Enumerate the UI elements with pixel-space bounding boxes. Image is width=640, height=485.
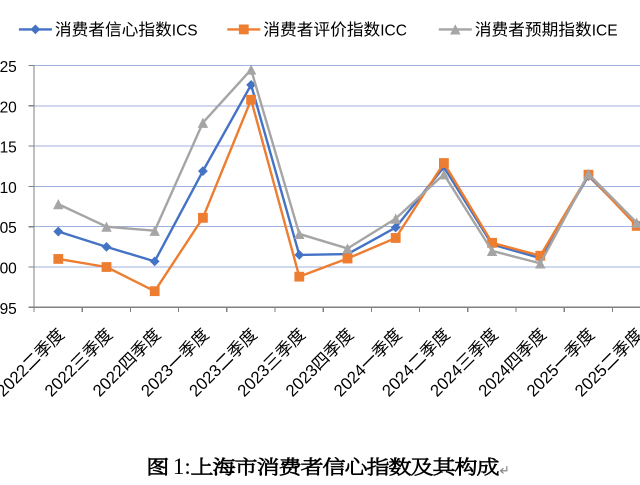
svg-text:15: 15: [0, 140, 17, 157]
svg-text:ICC: ICC: [380, 22, 407, 39]
svg-text:95: 95: [0, 301, 17, 318]
svg-text:ICS: ICS: [172, 22, 198, 39]
svg-text:20: 20: [0, 99, 17, 116]
svg-text:00: 00: [0, 261, 17, 278]
svg-text:10: 10: [0, 180, 17, 197]
svg-text:05: 05: [0, 220, 17, 237]
svg-text:25: 25: [0, 59, 17, 76]
svg-text:ICE: ICE: [592, 22, 618, 39]
svg-text:1:: 1:: [173, 454, 191, 479]
